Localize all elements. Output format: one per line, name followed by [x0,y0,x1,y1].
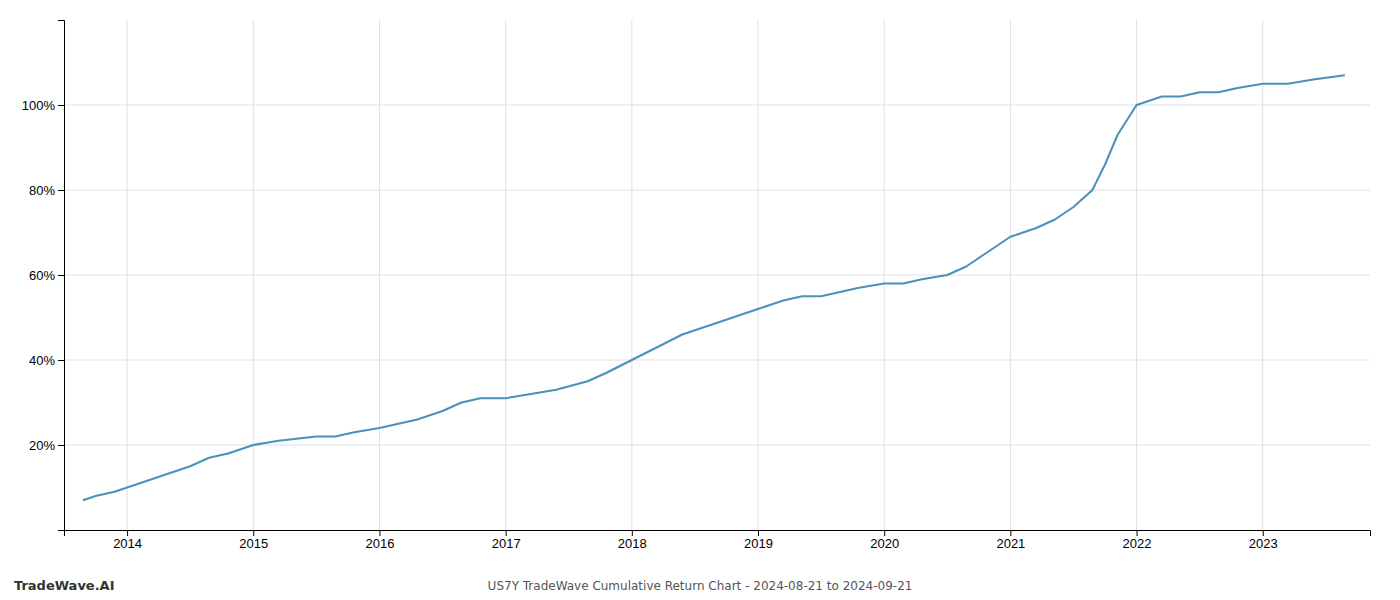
grid-line-x [1136,20,1137,530]
grid-line-x [884,20,885,530]
x-tick-mark [884,530,885,536]
grid [64,20,1370,530]
x-axis: 2014 2015 2016 2017 2018 2019 2020 2021 2022 2023 [65,530,1371,551]
grid-line-x [127,20,128,530]
y-tick-label: 100% [22,98,56,113]
y-tick: 60% [29,268,64,283]
grid-line-x [253,20,254,530]
y-tick-label: 60% [29,268,55,283]
grid-line-y [64,360,1370,361]
y-tick-mark [58,445,64,446]
y-tick: 80% [29,183,64,198]
x-tick: 2014 [113,530,142,551]
title: US7Y TradeWave Cumulative Return Chart -… [488,579,913,593]
y-tick-label: 20% [29,438,55,453]
x-tick-mark [127,530,128,536]
axis-line [58,21,65,531]
x-tick-mark [506,530,507,536]
y-tick-mark [58,360,64,361]
x-tick-mark [632,530,633,536]
x-tick-label: 2016 [365,536,394,551]
x-tick-mark [758,530,759,536]
plot: 2014 2015 2016 2017 2018 2019 2020 2021 2022 2023… [22,20,1371,551]
x-tick-label: 2015 [239,536,268,551]
x-tick-label: 2021 [996,536,1025,551]
grid-line-x [505,20,506,530]
grid-line-y [64,190,1370,191]
x-tick-mark [1010,530,1011,536]
x-tick: 2017 [492,530,521,551]
y-tick-label: 80% [29,183,55,198]
x-tick-label: 2019 [744,536,773,551]
chart: 2014 2015 2016 2017 2018 2019 2020 2021 2022 2023… [0,0,1400,600]
x-tick: 2020 [870,530,899,551]
y-tick-mark [58,275,64,276]
x-tick: 2021 [996,530,1025,551]
x-tick: 2016 [365,530,394,551]
grid-line-x [631,20,632,530]
y-tick: 100% [22,98,64,113]
x-tick-label: 2018 [618,536,647,551]
y-tick-mark [58,190,64,191]
annotation: TradeWave.AI [14,578,115,593]
x-tick-label: 2023 [1249,536,1278,551]
page: {"chart_data": { "type": "line", "title"… [0,0,1400,600]
x-tick-mark [1263,530,1264,536]
grid-line-x [379,20,380,530]
x-tick-label: 2014 [113,536,142,551]
grid-line-x [758,20,759,530]
x-tick-label: 2017 [492,536,521,551]
x-tick: 2018 [618,530,647,551]
y-tick: 20% [29,438,64,453]
line [83,75,1345,500]
x-tick: 2023 [1249,530,1278,551]
x-tick: 2015 [239,530,268,551]
grid-line-y [64,105,1370,106]
y-tick-mark [58,105,64,106]
x-tick-mark [379,530,380,536]
x-tick-label: 2022 [1123,536,1152,551]
y-axis: 20% 40% 60% 80% 100% [22,21,65,531]
x-tick: 2022 [1123,530,1152,551]
y-tick: 40% [29,353,64,368]
grid-line-x [1010,20,1011,530]
grid-line-x [1262,20,1263,530]
grid-line-y [64,275,1370,276]
x-tick-mark [1137,530,1138,536]
x-tick: 2019 [744,530,773,551]
marks [83,75,1345,500]
axis-line [65,531,1371,537]
x-tick-label: 2020 [870,536,899,551]
x-tick-mark [253,530,254,536]
y-tick-label: 40% [29,353,55,368]
